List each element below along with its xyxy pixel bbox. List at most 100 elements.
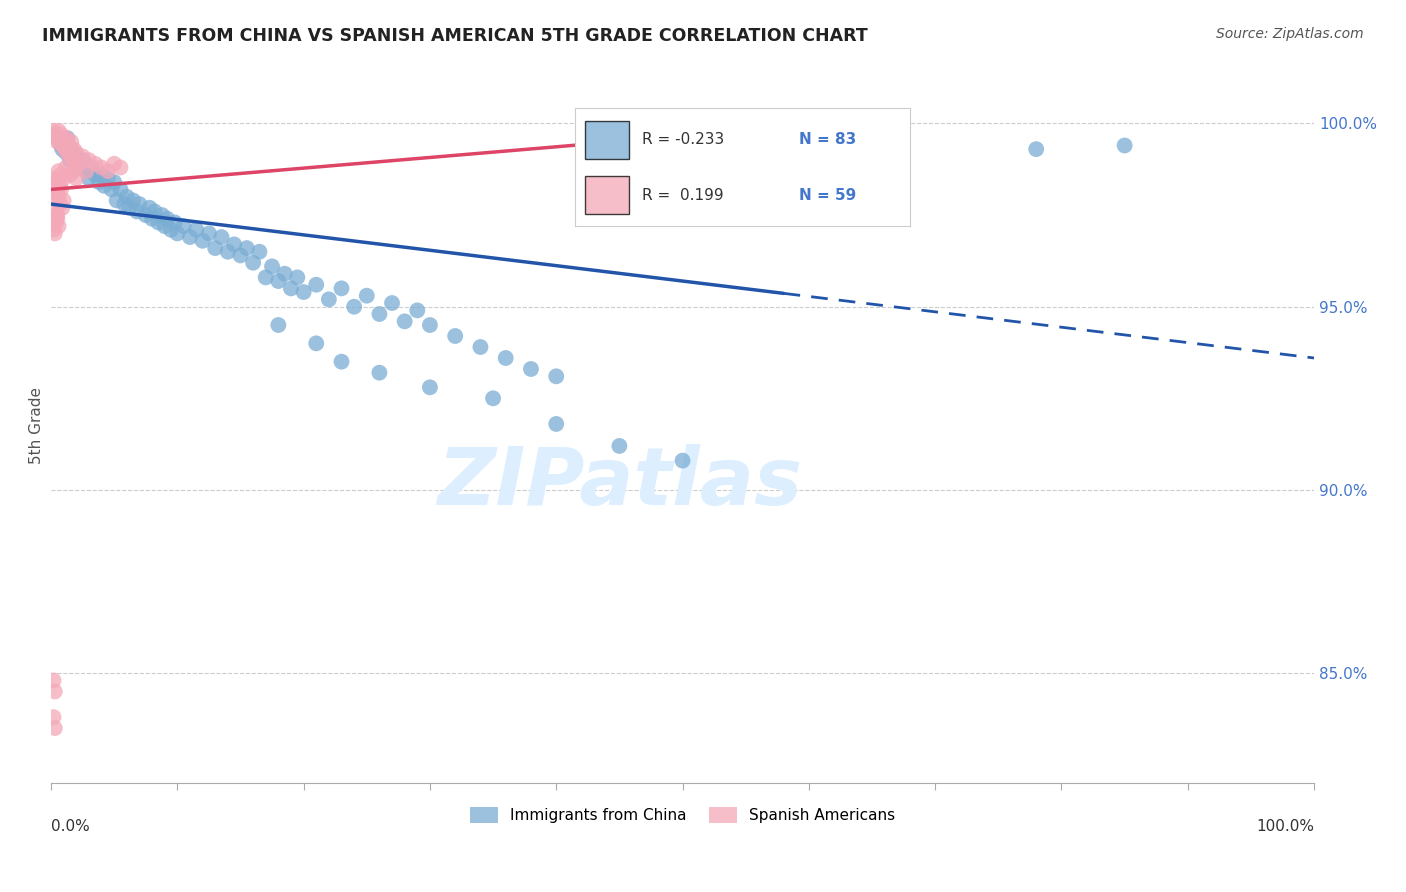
Point bbox=[84, 157, 107, 171]
Point bbox=[163, 215, 186, 229]
Point bbox=[46, 131, 69, 145]
Point bbox=[135, 208, 157, 222]
Point bbox=[63, 161, 86, 175]
Point bbox=[67, 161, 90, 175]
Point bbox=[224, 237, 246, 252]
Point bbox=[671, 453, 693, 467]
Point bbox=[148, 215, 170, 229]
Point bbox=[52, 135, 75, 149]
Point bbox=[46, 135, 69, 149]
Point bbox=[42, 124, 65, 138]
Point bbox=[211, 230, 233, 244]
Point bbox=[292, 285, 315, 299]
Point bbox=[546, 417, 568, 431]
Point bbox=[141, 211, 163, 226]
Point bbox=[90, 161, 112, 175]
Point bbox=[49, 131, 72, 145]
Point bbox=[52, 171, 75, 186]
Point bbox=[546, 369, 568, 384]
Point bbox=[204, 241, 226, 255]
Point bbox=[100, 182, 122, 196]
Point bbox=[72, 149, 94, 163]
Point bbox=[115, 190, 138, 204]
Point bbox=[330, 354, 353, 368]
Point bbox=[48, 190, 70, 204]
Point bbox=[470, 340, 492, 354]
Point bbox=[609, 439, 631, 453]
Y-axis label: 5th Grade: 5th Grade bbox=[30, 387, 44, 465]
Point bbox=[138, 201, 160, 215]
Point bbox=[118, 201, 141, 215]
Point bbox=[49, 182, 72, 196]
Point bbox=[65, 145, 87, 160]
Point bbox=[53, 142, 76, 156]
Point bbox=[45, 171, 67, 186]
Point bbox=[44, 204, 66, 219]
Point bbox=[51, 138, 73, 153]
Point bbox=[44, 721, 66, 735]
Point bbox=[59, 149, 82, 163]
Point bbox=[60, 135, 83, 149]
Point bbox=[143, 204, 166, 219]
Point bbox=[305, 336, 328, 351]
Point bbox=[160, 223, 183, 237]
Point bbox=[45, 215, 67, 229]
Point bbox=[75, 164, 97, 178]
Point bbox=[368, 366, 391, 380]
Point bbox=[55, 131, 77, 145]
Point bbox=[56, 131, 79, 145]
Point bbox=[49, 197, 72, 211]
Point bbox=[42, 710, 65, 724]
Point bbox=[59, 168, 82, 182]
Point bbox=[49, 168, 72, 182]
Point bbox=[280, 281, 302, 295]
Point bbox=[62, 157, 84, 171]
Point bbox=[1025, 142, 1047, 156]
Point bbox=[45, 194, 67, 208]
Point bbox=[51, 142, 73, 156]
Point bbox=[110, 182, 132, 196]
Point bbox=[65, 171, 87, 186]
Point bbox=[191, 234, 214, 248]
Point bbox=[356, 289, 378, 303]
Point bbox=[419, 318, 441, 332]
Point bbox=[495, 351, 517, 365]
Point bbox=[110, 161, 132, 175]
Text: 100.0%: 100.0% bbox=[1256, 819, 1315, 834]
Point bbox=[48, 164, 70, 178]
Point bbox=[236, 241, 259, 255]
Point bbox=[343, 300, 366, 314]
Point bbox=[49, 138, 72, 153]
Point bbox=[90, 168, 112, 182]
Point bbox=[77, 171, 100, 186]
Point bbox=[285, 270, 308, 285]
Point bbox=[49, 128, 72, 142]
Point bbox=[444, 329, 467, 343]
Point bbox=[173, 219, 195, 233]
Point bbox=[48, 219, 70, 233]
Point bbox=[46, 186, 69, 200]
Point bbox=[62, 164, 84, 178]
Text: 0.0%: 0.0% bbox=[51, 819, 90, 834]
Point bbox=[65, 149, 87, 163]
Point bbox=[229, 248, 252, 262]
Point bbox=[44, 684, 66, 698]
Point bbox=[97, 164, 120, 178]
Point bbox=[77, 153, 100, 168]
Point bbox=[42, 223, 65, 237]
Point bbox=[93, 178, 115, 193]
Point bbox=[52, 135, 75, 149]
Point bbox=[105, 194, 128, 208]
Point bbox=[273, 267, 295, 281]
Point bbox=[318, 293, 340, 307]
Point bbox=[48, 124, 70, 138]
Point bbox=[260, 260, 283, 274]
Point bbox=[179, 230, 201, 244]
Point bbox=[52, 194, 75, 208]
Point bbox=[125, 204, 148, 219]
Point bbox=[46, 208, 69, 222]
Point bbox=[45, 208, 67, 222]
Point bbox=[44, 128, 66, 142]
Point bbox=[368, 307, 391, 321]
Text: ZIPatlas: ZIPatlas bbox=[437, 444, 801, 522]
